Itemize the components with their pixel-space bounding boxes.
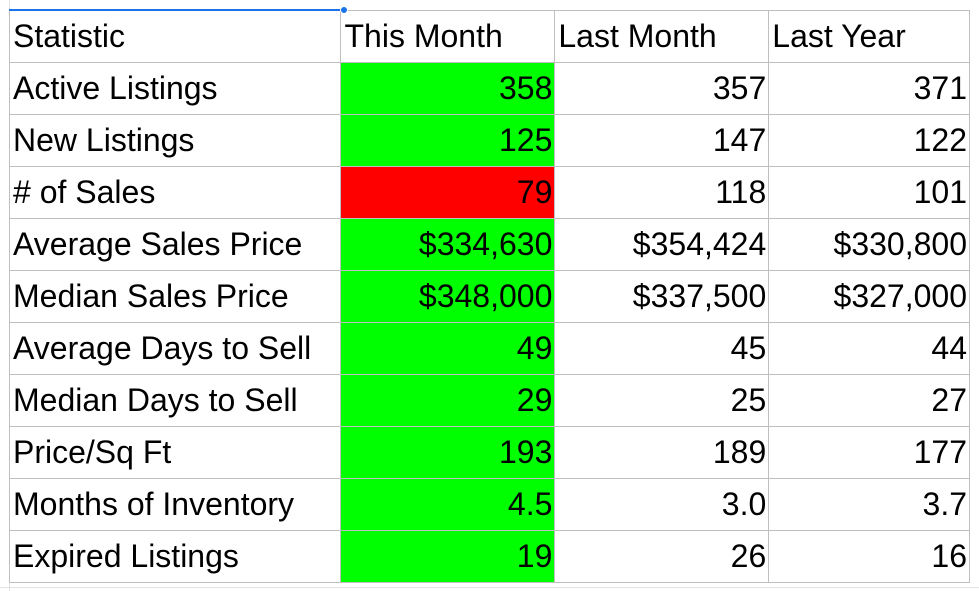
last-year-cell[interactable]: 177 bbox=[768, 426, 970, 479]
table-row: Price/Sq Ft 193 189 177 bbox=[8, 426, 970, 479]
this-month-cell[interactable]: $348,000 bbox=[340, 270, 556, 323]
this-month-cell[interactable]: 193 bbox=[340, 426, 556, 479]
statistics-table: Statistic This Month Last Month Last Year Ac… bbox=[8, 10, 970, 583]
last-year-cell[interactable]: 3.7 bbox=[768, 478, 970, 531]
this-month-cell[interactable]: 49 bbox=[340, 322, 556, 375]
last-year-cell[interactable]: 27 bbox=[768, 374, 970, 427]
last-month-cell[interactable]: 25 bbox=[554, 374, 770, 427]
last-year-cell[interactable]: 44 bbox=[768, 322, 970, 375]
last-month-cell[interactable]: $337,500 bbox=[554, 270, 770, 323]
last-year-cell[interactable]: $327,000 bbox=[768, 270, 970, 323]
header-row: Statistic This Month Last Month Last Year bbox=[8, 10, 970, 63]
statistic-cell[interactable]: Expired Listings bbox=[8, 530, 342, 583]
last-month-cell[interactable]: 357 bbox=[554, 62, 770, 115]
this-month-cell[interactable]: 125 bbox=[340, 114, 556, 167]
table-row: Active Listings 358 357 371 bbox=[8, 62, 970, 115]
last-month-cell[interactable]: 45 bbox=[554, 322, 770, 375]
last-year-cell[interactable]: 16 bbox=[768, 530, 970, 583]
table-row: Average Days to Sell 49 45 44 bbox=[8, 322, 970, 375]
this-month-cell[interactable]: $334,630 bbox=[340, 218, 556, 271]
last-month-cell[interactable]: 147 bbox=[554, 114, 770, 167]
column-header-statistic[interactable]: Statistic bbox=[8, 10, 342, 63]
this-month-cell[interactable]: 79 bbox=[340, 166, 556, 219]
table-row: Expired Listings 19 26 16 bbox=[8, 530, 970, 583]
last-year-cell[interactable]: $330,800 bbox=[768, 218, 970, 271]
table-row: Months of Inventory 4.5 3.0 3.7 bbox=[8, 478, 970, 531]
table-row: Median Days to Sell 29 25 27 bbox=[8, 374, 970, 427]
statistic-cell[interactable]: Active Listings bbox=[8, 62, 342, 115]
table-row: Average Sales Price $334,630 $354,424 $330,… bbox=[8, 218, 970, 271]
gridline bbox=[0, 587, 979, 588]
this-month-cell[interactable]: 19 bbox=[340, 530, 556, 583]
column-header-this-month[interactable]: This Month bbox=[340, 10, 556, 63]
statistic-cell[interactable]: Median Days to Sell bbox=[8, 374, 342, 427]
last-year-cell[interactable]: 371 bbox=[768, 62, 970, 115]
this-month-cell[interactable]: 358 bbox=[340, 62, 556, 115]
statistic-cell[interactable]: Price/Sq Ft bbox=[8, 426, 342, 479]
statistic-cell[interactable]: Average Sales Price bbox=[8, 218, 342, 271]
last-month-cell[interactable]: $354,424 bbox=[554, 218, 770, 271]
last-year-cell[interactable]: 122 bbox=[768, 114, 970, 167]
column-header-last-year[interactable]: Last Year bbox=[768, 10, 970, 63]
table-row: New Listings 125 147 122 bbox=[8, 114, 970, 167]
statistic-cell[interactable]: Average Days to Sell bbox=[8, 322, 342, 375]
last-month-cell[interactable]: 26 bbox=[554, 530, 770, 583]
statistic-cell[interactable]: Median Sales Price bbox=[8, 270, 342, 323]
statistic-cell[interactable]: New Listings bbox=[8, 114, 342, 167]
last-year-cell[interactable]: 101 bbox=[768, 166, 970, 219]
last-month-cell[interactable]: 118 bbox=[554, 166, 770, 219]
last-month-cell[interactable]: 3.0 bbox=[554, 478, 770, 531]
this-month-cell[interactable]: 4.5 bbox=[340, 478, 556, 531]
statistic-cell[interactable]: Months of Inventory bbox=[8, 478, 342, 531]
table-row: Median Sales Price $348,000 $337,500 $327,0… bbox=[8, 270, 970, 323]
statistic-cell[interactable]: # of Sales bbox=[8, 166, 342, 219]
last-month-cell[interactable]: 189 bbox=[554, 426, 770, 479]
column-header-last-month[interactable]: Last Month bbox=[554, 10, 770, 63]
this-month-cell[interactable]: 29 bbox=[340, 374, 556, 427]
cell-selection-border bbox=[9, 9, 343, 11]
table-row: # of Sales 79 118 101 bbox=[8, 166, 970, 219]
selection-fill-handle[interactable] bbox=[340, 6, 348, 14]
